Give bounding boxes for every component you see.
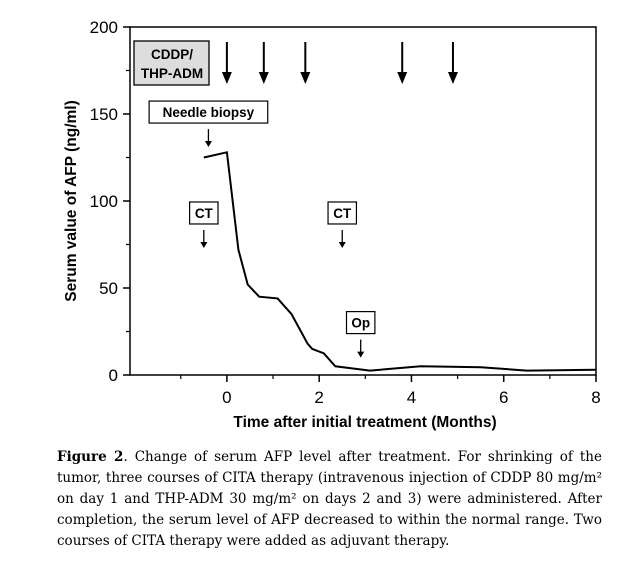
annotation-ct-2-box [189,201,219,225]
chemo-arrowhead-3 [300,72,311,84]
y-axis-label: Serum value of AFP (ng/ml) [63,100,80,302]
annotations-layer: Needle biopsy CT CT Op [148,100,376,358]
annotation-ct-2-arrowhead [200,241,208,248]
chemo-arrowhead-4 [397,72,408,84]
annotation-needle-biopsy-1-arrowhead [204,141,212,148]
y-tick-label-200: 200 [90,18,118,37]
chemo-label-line: CDDP/ [151,47,193,62]
y-tick-label-50: 50 [99,279,118,298]
x-tick-label-6: 6 [499,388,508,407]
x-tick-label-4: 4 [407,388,416,407]
annotation-ct-3-box [327,201,358,225]
annotation-op-4-text: Op [351,316,370,331]
y-tick-label-0: 0 [109,366,118,385]
y-tick-label-150: 150 [90,105,118,124]
caption-text: . Change of serum AFP level after treatm… [57,449,602,549]
chemo-arrowhead-5 [447,72,458,84]
figure-caption: Figure 2. Change of serum AFP level afte… [57,447,602,552]
x-tick-label-0: 0 [222,388,231,407]
axes: 0 50 100 150 200 0 2 4 6 8 [90,18,601,407]
x-tick-label-2: 2 [314,388,323,407]
caption-label: Figure 2 [57,449,124,465]
chemotherapy-markers: CDDP/THP-ADM [133,40,458,86]
series-layer [203,151,597,372]
chemo-arrowhead-2 [258,72,269,84]
chemo-label-line: THP-ADM [141,66,203,81]
x-tick-label-8: 8 [591,388,600,407]
annotation-needle-biopsy-1-box [148,100,269,124]
chemo-label-box [133,40,210,86]
annotation-needle-biopsy-1-text: Needle biopsy [163,105,255,120]
annotation-op-4-box [345,311,376,335]
annotation-ct-2-text: CT [195,206,214,221]
chart-svg: 0 50 100 150 200 0 2 4 6 8 CDDP/THP-ADM Needle bi… [63,18,601,431]
y-tick-label-100: 100 [90,192,118,211]
chemo-arrowhead-1 [221,72,232,84]
x-axis-label: Time after initial treatment (Months) [233,414,496,431]
annotation-ct-3-arrowhead [338,241,346,248]
afp-series-line [203,151,597,372]
annotation-ct-3-text: CT [333,206,352,221]
afp-chart: 0 50 100 150 200 0 2 4 6 8 CDDP/THP-ADM Needle bi… [63,18,601,431]
annotation-op-4-arrowhead [357,351,365,358]
